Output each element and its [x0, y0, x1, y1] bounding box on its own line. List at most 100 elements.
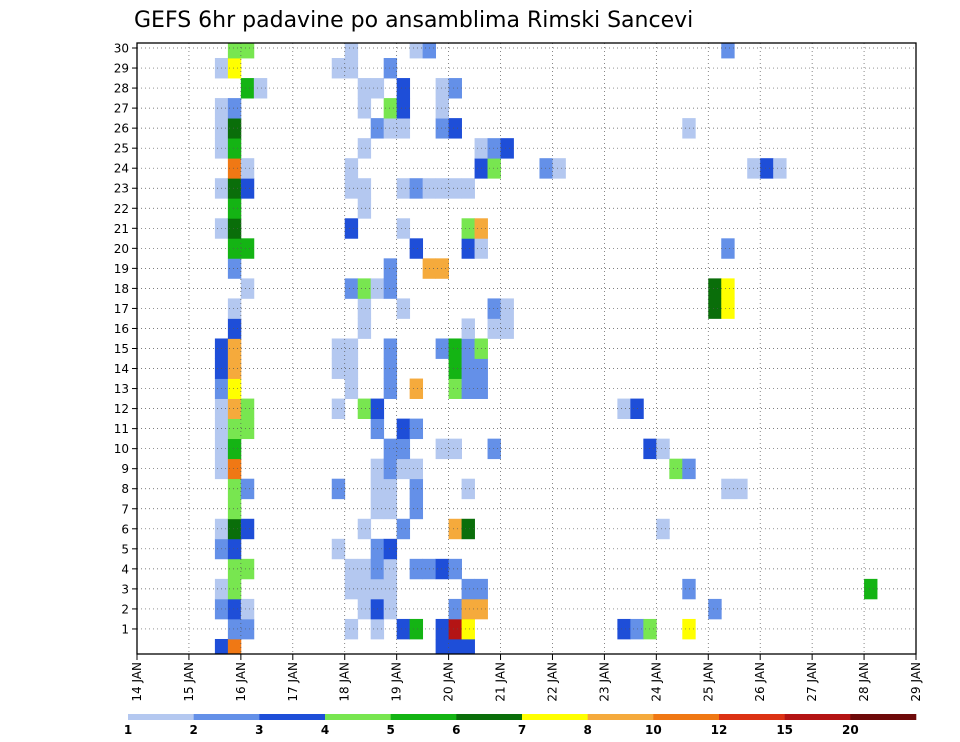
precip-cell — [227, 98, 242, 119]
precip-cell — [227, 358, 242, 379]
precip-cell — [435, 338, 449, 359]
precip-cell — [409, 418, 424, 440]
precip-cell — [227, 178, 242, 199]
precip-cell — [331, 398, 346, 420]
precip-cell — [721, 238, 735, 259]
precip-cell — [734, 478, 748, 500]
precip-cell — [344, 218, 359, 239]
precip-cell — [461, 238, 475, 259]
precip-cell — [227, 538, 242, 560]
precip-cell — [487, 318, 501, 339]
precip-cell — [396, 78, 411, 99]
x-axis-dates: 14 JAN 15 JAN 16 JAN 17 JAN 18 JAN 19 JAN 20 J… — [130, 654, 923, 702]
precip-cell — [409, 458, 424, 480]
precip-cell — [344, 158, 359, 179]
precip-cell — [344, 43, 359, 59]
x-tick-label: 22 JAN — [545, 662, 559, 702]
y-tick-label: 6 — [121, 522, 129, 536]
precip-cell — [396, 418, 411, 440]
precip-cell — [227, 378, 242, 399]
precip-cell — [448, 358, 462, 379]
precip-cell — [227, 218, 242, 239]
precip-cell — [383, 498, 398, 520]
y-tick-label: 27 — [114, 102, 129, 116]
precip-cell — [396, 618, 411, 640]
precip-cell — [240, 398, 255, 420]
precip-cell — [331, 338, 346, 359]
precip-cell — [396, 178, 411, 199]
precip-cell — [487, 158, 501, 179]
x-tick-label: 29 JAN — [909, 662, 923, 702]
x-tick-label: 27 JAN — [805, 662, 819, 702]
colorbar-label: 8 — [583, 723, 591, 737]
precip-cell — [344, 338, 359, 359]
y-tick-label: 26 — [114, 122, 129, 136]
y-axis-members: 1234567891011121314151617181920212223242… — [114, 42, 137, 636]
precip-cell — [461, 218, 475, 239]
x-tick-label: 16 JAN — [234, 662, 248, 702]
precip-cell — [357, 298, 372, 319]
precip-cell — [552, 158, 566, 179]
precip-cell — [227, 158, 242, 179]
precip-cell — [643, 618, 657, 640]
precip-cell — [240, 618, 255, 640]
precip-cell — [409, 43, 424, 59]
precip-cell — [448, 618, 462, 640]
precip-cell — [344, 278, 359, 299]
colorbar-segment — [128, 714, 194, 720]
y-tick-label: 12 — [114, 402, 129, 416]
precip-cell — [864, 578, 878, 600]
precip-cell — [487, 438, 501, 460]
precip-cell — [409, 618, 424, 640]
colorbar-label: 1 — [124, 723, 132, 737]
precip-cell — [461, 338, 475, 359]
x-tick-label: 17 JAN — [286, 662, 300, 702]
precip-cell — [409, 498, 424, 520]
precip-cell — [240, 518, 255, 540]
precip-cell — [344, 378, 359, 399]
precip-cell — [396, 438, 411, 460]
precip-cell — [448, 598, 462, 620]
y-tick-label: 30 — [114, 42, 129, 56]
colorbar-label: 20 — [842, 723, 859, 737]
precip-cell — [448, 338, 462, 359]
colorbar-segment — [193, 714, 260, 720]
precip-cell — [448, 178, 462, 199]
colorbar-segment — [719, 714, 785, 720]
precip-cell — [357, 198, 372, 219]
x-tick-label: 19 JAN — [390, 662, 404, 702]
y-tick-label: 15 — [114, 342, 129, 356]
precip-cell — [721, 43, 735, 59]
precip-cell — [461, 598, 475, 620]
precip-cell — [227, 298, 242, 319]
precip-cell — [240, 478, 255, 500]
precip-cell — [435, 618, 449, 640]
precip-cell — [682, 458, 696, 480]
y-tick-label: 1 — [121, 622, 129, 636]
precip-cell — [227, 43, 242, 59]
colorbar-segment — [784, 714, 851, 720]
x-tick-label: 20 JAN — [442, 662, 456, 702]
precip-cell — [682, 618, 696, 640]
precip-cell — [396, 218, 411, 239]
y-tick-label: 16 — [114, 322, 129, 336]
precip-cell — [708, 598, 722, 620]
precip-cell — [461, 378, 475, 399]
precip-cell — [357, 598, 372, 620]
precip-cell — [461, 638, 475, 655]
precip-cell — [656, 518, 670, 540]
colorbar-segment — [456, 714, 523, 720]
precip-cell — [435, 438, 449, 460]
y-tick-label: 14 — [114, 362, 129, 376]
y-tick-label: 18 — [114, 282, 129, 296]
colorbar-segment — [587, 714, 654, 720]
precip-cell — [227, 558, 242, 580]
precip-cell — [357, 318, 372, 339]
y-tick-label: 8 — [121, 482, 129, 496]
chart-title: GEFS 6hr padavine po ansamblima Rimski S… — [134, 8, 693, 33]
colorbar-label: 6 — [452, 723, 460, 737]
precip-cell — [435, 78, 449, 99]
precip-cell — [396, 458, 411, 480]
precip-cell — [461, 478, 475, 500]
precip-cell — [682, 118, 696, 139]
